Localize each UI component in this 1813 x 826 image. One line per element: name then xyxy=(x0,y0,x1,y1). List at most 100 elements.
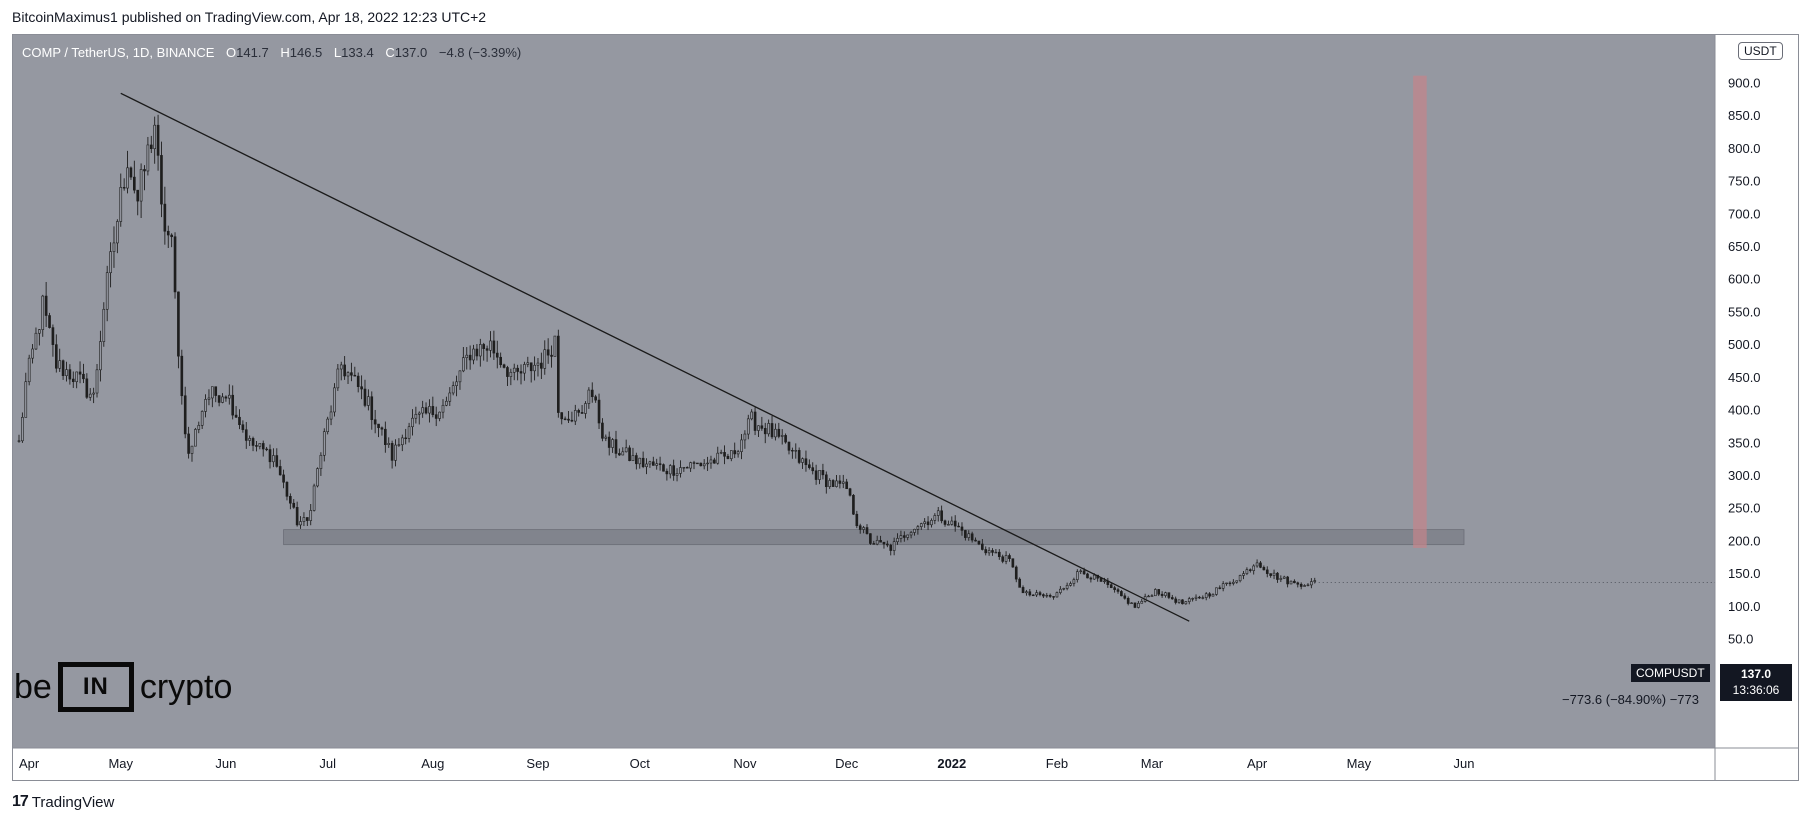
candle xyxy=(611,438,614,453)
candle xyxy=(801,457,804,469)
candle xyxy=(1198,595,1201,599)
candle xyxy=(597,393,601,429)
candle xyxy=(557,329,560,418)
candle xyxy=(485,345,489,362)
candle xyxy=(1276,572,1279,583)
candle xyxy=(645,458,648,475)
candle xyxy=(1232,579,1235,586)
last-price: 137.0 xyxy=(1740,667,1772,681)
candle xyxy=(1211,593,1215,597)
candle xyxy=(275,448,279,468)
candle xyxy=(821,463,825,480)
candle xyxy=(906,534,910,541)
candle xyxy=(841,474,845,489)
candle xyxy=(251,436,255,452)
candle xyxy=(706,456,709,471)
candle xyxy=(71,371,75,388)
candle xyxy=(133,160,136,194)
candle xyxy=(733,442,737,459)
candle xyxy=(1126,596,1130,606)
candle xyxy=(991,548,994,556)
chart-frame xyxy=(12,34,1799,781)
candle xyxy=(204,394,207,418)
candle xyxy=(200,410,204,430)
time-tick-label: Oct xyxy=(630,756,651,771)
candle xyxy=(146,136,150,176)
candle xyxy=(417,411,421,425)
time-tick-label: Apr xyxy=(1247,756,1268,771)
candle xyxy=(170,233,173,248)
candle xyxy=(312,483,316,512)
candle xyxy=(499,352,502,368)
candle xyxy=(482,342,486,361)
candle xyxy=(177,291,180,369)
candle xyxy=(662,463,665,472)
candle xyxy=(44,281,48,327)
candle xyxy=(723,445,726,465)
candle xyxy=(886,540,889,548)
candle xyxy=(1048,593,1052,598)
candle xyxy=(506,365,509,386)
candle xyxy=(1269,573,1272,578)
candle xyxy=(658,456,662,471)
price-chart[interactable]: 900.0 850.0 800.0 750.0 700.0 650.0 600.0 550.0… xyxy=(0,0,1813,790)
candle xyxy=(560,412,564,425)
candle xyxy=(421,400,424,418)
candle xyxy=(624,439,628,453)
price-tick-label: 500.0 xyxy=(1728,337,1761,352)
candle xyxy=(970,531,974,543)
watermark-box: IN xyxy=(57,662,134,712)
candle xyxy=(326,416,329,435)
time-tick-label: Aug xyxy=(421,756,444,771)
price-tick-label: 250.0 xyxy=(1728,501,1761,516)
candle xyxy=(855,510,859,529)
descending-trendline[interactable] xyxy=(120,92,1190,622)
candle xyxy=(468,345,472,370)
price-tick-label: 650.0 xyxy=(1728,239,1761,254)
candle xyxy=(21,412,24,443)
candle xyxy=(746,414,750,440)
candle xyxy=(1177,599,1181,604)
candle xyxy=(743,430,747,449)
candle xyxy=(824,471,828,494)
candle xyxy=(377,423,380,438)
footer-brand[interactable]: 17 TradingView xyxy=(12,793,114,811)
candle xyxy=(451,381,455,396)
candle xyxy=(462,347,465,373)
candle xyxy=(119,173,123,227)
candle xyxy=(1208,592,1211,599)
candle xyxy=(1174,596,1177,605)
close-label: C xyxy=(385,45,395,60)
candle xyxy=(99,330,102,382)
candle xyxy=(1255,559,1259,568)
candle xyxy=(1282,575,1286,579)
candle xyxy=(1221,581,1225,592)
candle xyxy=(933,513,937,525)
candle xyxy=(601,418,604,442)
price-tick-label: 400.0 xyxy=(1728,403,1761,418)
candle xyxy=(848,487,852,497)
candle xyxy=(594,394,597,403)
candle xyxy=(333,383,336,417)
candle xyxy=(1154,588,1157,597)
candle xyxy=(231,385,235,420)
candle xyxy=(651,456,655,466)
candle xyxy=(1272,569,1276,580)
candle xyxy=(692,460,696,470)
candle xyxy=(316,467,319,488)
candle xyxy=(831,479,835,487)
candle xyxy=(441,399,445,419)
candle xyxy=(1137,600,1140,609)
candle xyxy=(17,434,21,443)
candle xyxy=(763,422,767,444)
candle xyxy=(478,338,482,367)
currency-button[interactable]: USDT xyxy=(1738,42,1783,60)
price-tick-label: 200.0 xyxy=(1728,533,1761,548)
candle xyxy=(964,529,967,541)
candle xyxy=(384,421,387,453)
candle xyxy=(122,178,126,191)
candle xyxy=(197,421,201,434)
candle xyxy=(614,430,618,459)
candle xyxy=(655,458,659,470)
tradingview-brand: TradingView xyxy=(31,793,115,811)
